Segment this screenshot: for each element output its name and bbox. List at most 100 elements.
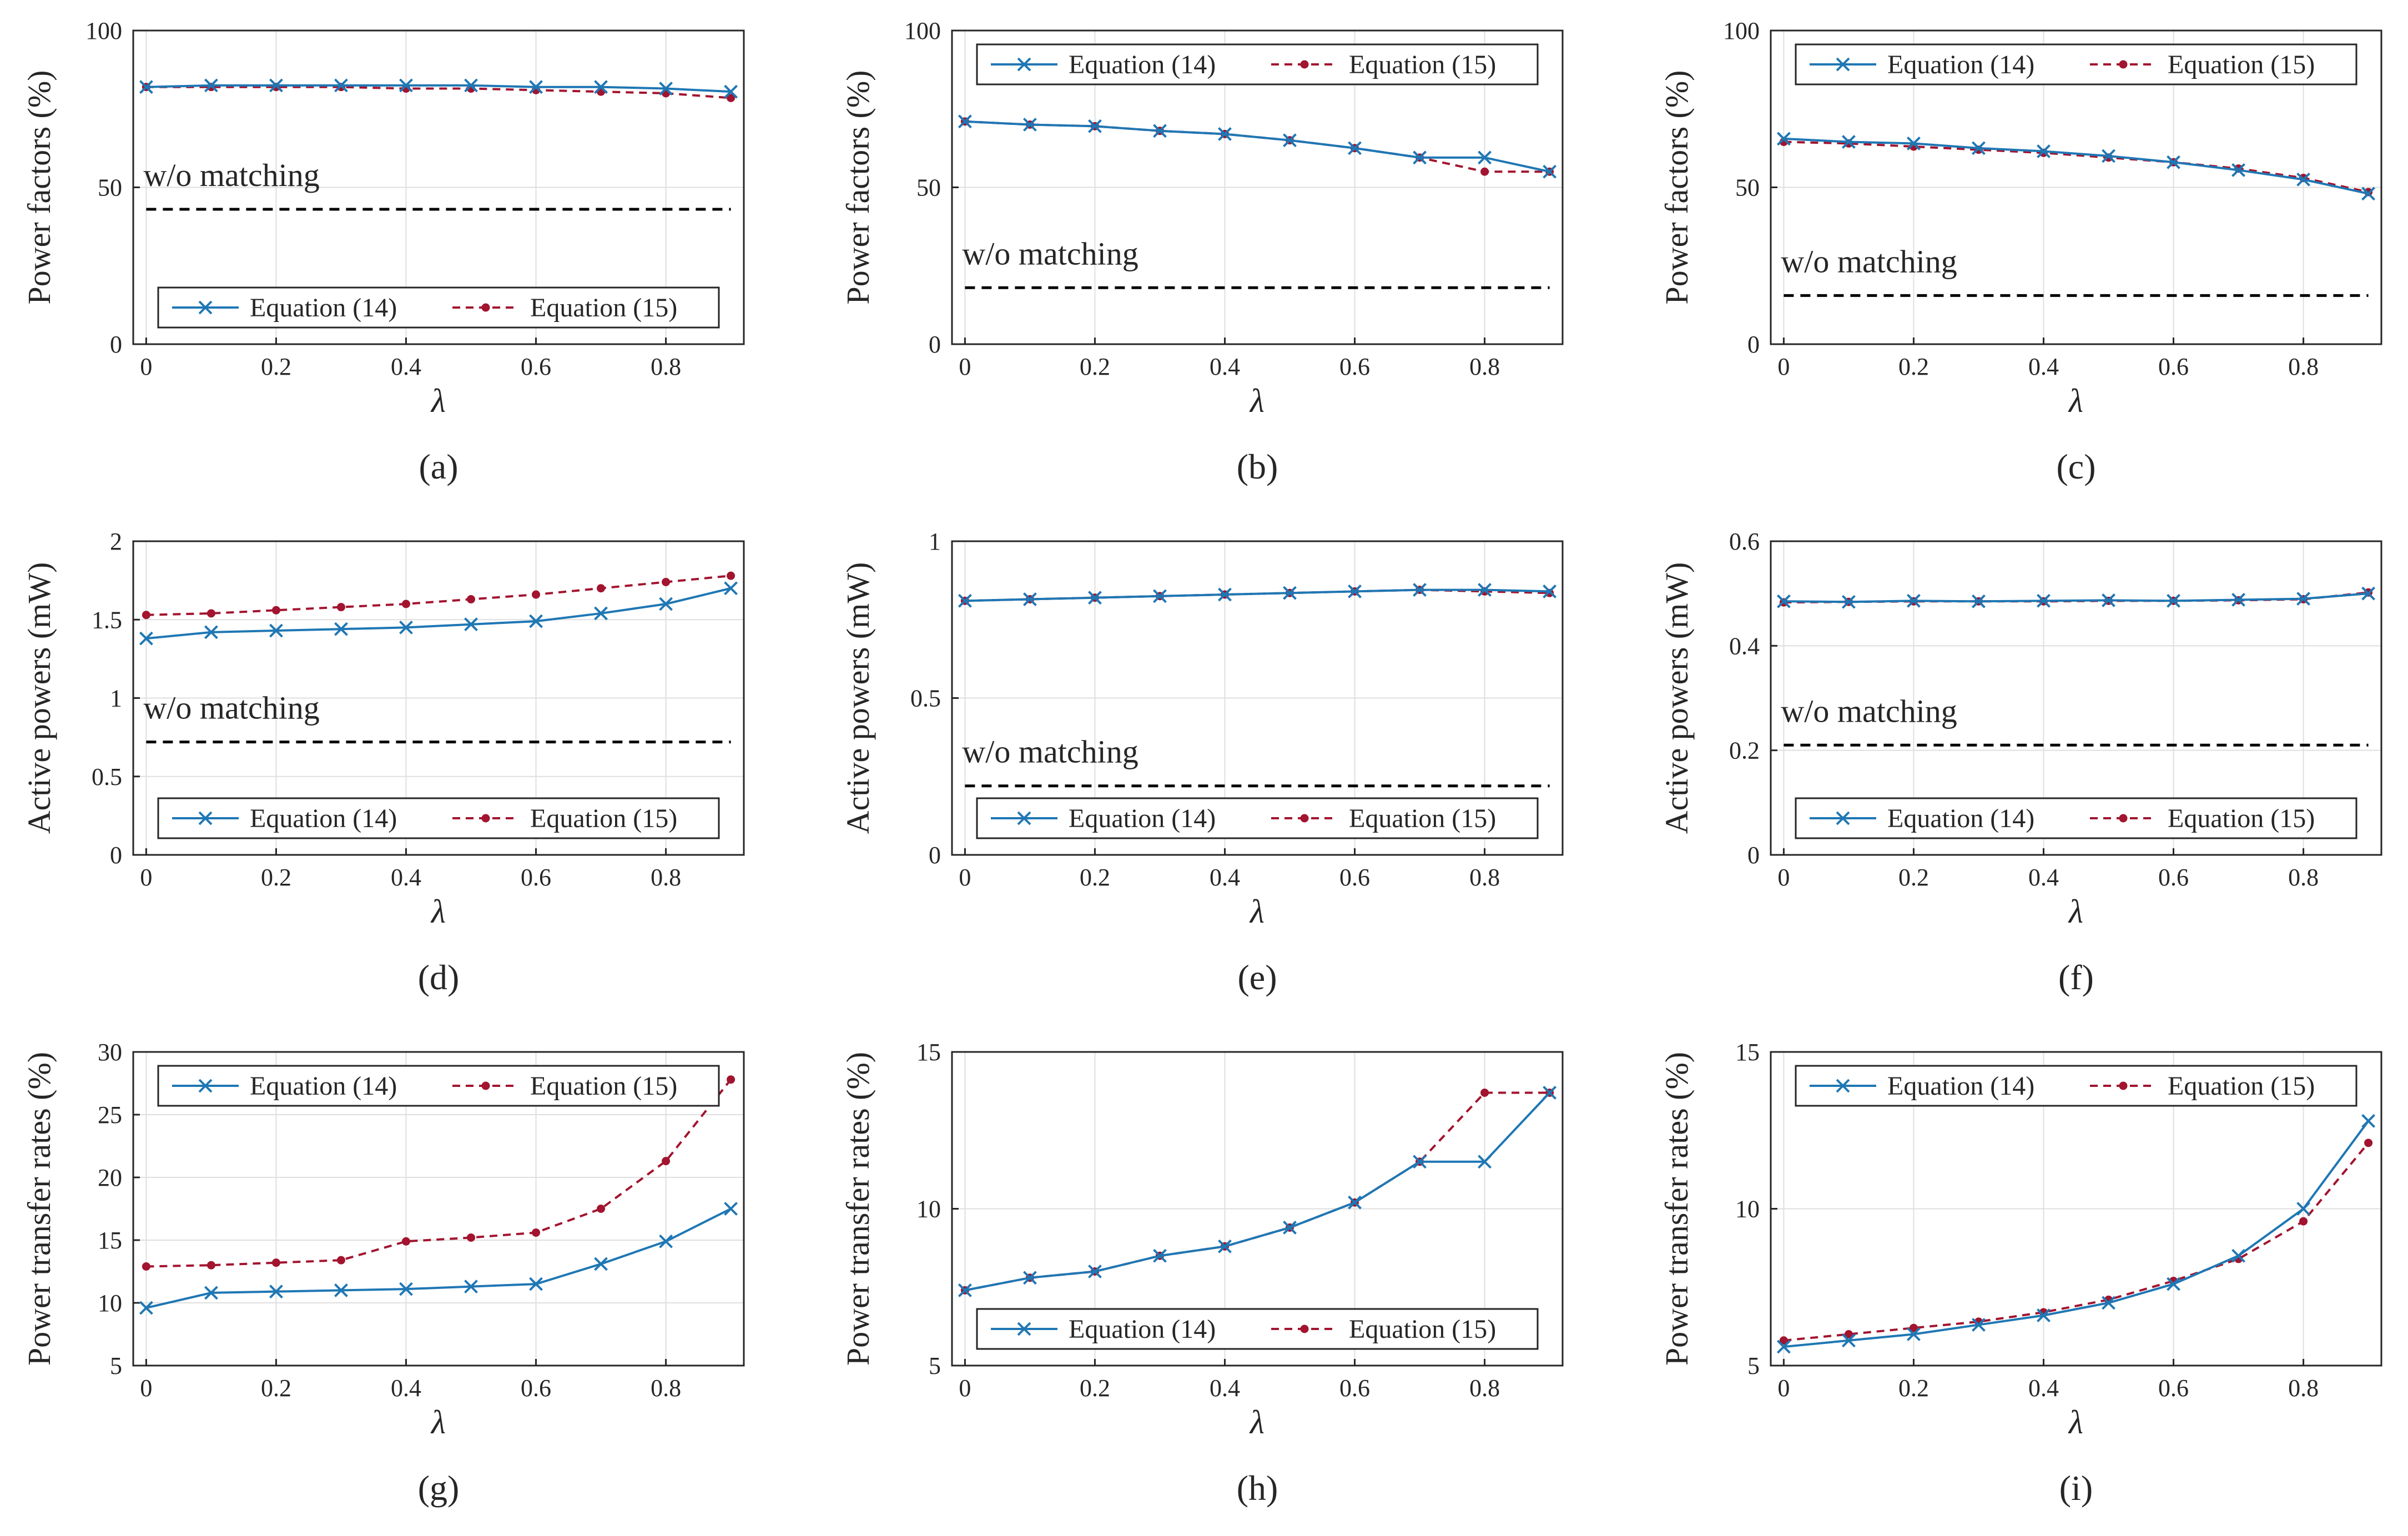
data-point-eq14 bbox=[529, 614, 543, 628]
y-axis-label: Power factors (%) bbox=[21, 70, 57, 305]
data-point-eq14 bbox=[1218, 587, 1232, 602]
baseline-label: w/o matching bbox=[1781, 243, 1957, 279]
chart-h: 0 0.2 0.4 0.6 0.8 5 10 15 λ Power transfer rates … bbox=[840, 1039, 1564, 1508]
x-tick-label: 0 bbox=[140, 353, 152, 380]
x-tick-label: 0.8 bbox=[1469, 353, 1500, 380]
data-point-eq15 bbox=[467, 595, 476, 604]
legend-box bbox=[1795, 43, 2357, 85]
y-axis-label: Active powers (mW) bbox=[840, 562, 876, 834]
chart-caption: (d) bbox=[418, 958, 460, 997]
legend: Equation (14) Equation (15) bbox=[157, 1065, 720, 1107]
legend-marker-eq14 bbox=[198, 811, 213, 825]
legend-entry: Equation (14) bbox=[1887, 1071, 2034, 1101]
legend-entry: Equation (15) bbox=[2168, 1071, 2315, 1101]
series-line-eq15 bbox=[146, 1079, 732, 1268]
data-point-eq14 bbox=[1283, 133, 1297, 148]
x-tick-label: 0 bbox=[959, 1374, 971, 1402]
plot-border bbox=[951, 1051, 1564, 1367]
chart-caption: (h) bbox=[1237, 1468, 1278, 1508]
y-tick-label: 100 bbox=[1723, 17, 1760, 44]
series-line-eq14 bbox=[146, 587, 732, 640]
data-point-eq14 bbox=[2167, 1277, 2180, 1291]
data-point-eq15 bbox=[532, 590, 541, 599]
data-point-eq14 bbox=[1907, 593, 1921, 608]
data-point-eq14 bbox=[334, 1283, 348, 1297]
series-line-eq14 bbox=[1784, 1120, 2370, 1348]
x-tick-label: 0.6 bbox=[521, 353, 551, 380]
legend-entry: Equation (15) bbox=[2168, 50, 2315, 79]
series-line-eq14 bbox=[965, 1092, 1551, 1292]
legend-marker-eq14 bbox=[1836, 57, 1850, 72]
data-point-eq14 bbox=[2361, 1114, 2376, 1128]
y-tick-label: 10 bbox=[916, 1196, 941, 1223]
y-tick-label: 50 bbox=[1735, 174, 1760, 202]
data-point-eq14 bbox=[659, 597, 673, 611]
data-point-eq14 bbox=[1972, 141, 1986, 155]
data-point-eq15 bbox=[206, 1261, 215, 1270]
data-point-eq14 bbox=[1413, 583, 1427, 597]
y-tick-label: 5 bbox=[110, 1352, 122, 1379]
y-tick-label: 5 bbox=[929, 1352, 941, 1379]
y-tick-label: 20 bbox=[98, 1164, 122, 1191]
legend-marker-eq15 bbox=[1300, 1325, 1309, 1333]
data-point-eq14 bbox=[2361, 586, 2376, 601]
plot-border bbox=[1770, 29, 2382, 345]
y-tick-label: 0 bbox=[110, 331, 122, 358]
legend-marker-eq15 bbox=[481, 1081, 490, 1090]
x-axis-label: λ bbox=[430, 382, 446, 419]
legend-marker-eq15 bbox=[1300, 814, 1309, 823]
baseline-label: w/o matching bbox=[962, 734, 1138, 770]
x-tick-label: 0.6 bbox=[521, 864, 551, 891]
plot-border bbox=[1770, 1051, 2382, 1367]
data-point-eq14 bbox=[464, 1280, 478, 1294]
series-line-eq15 bbox=[1784, 1142, 2370, 1342]
data-point-eq14 bbox=[464, 78, 478, 93]
chart-i: 0 0.2 0.4 0.6 0.8 5 10 15 λ Power transfer rates … bbox=[1659, 1039, 2382, 1508]
data-point-eq15 bbox=[1909, 1323, 1918, 1332]
legend-entry: Equation (14) bbox=[1069, 804, 1216, 833]
legend-entry: Equation (15) bbox=[530, 804, 677, 833]
x-tick-label: 0.8 bbox=[651, 353, 681, 380]
x-tick-label: 0.2 bbox=[1898, 353, 1929, 380]
y-axis-label: Power transfer rates (%) bbox=[840, 1052, 876, 1366]
y-tick-label: 0 bbox=[929, 842, 941, 869]
data-point-eq14 bbox=[464, 617, 478, 632]
x-tick-label: 0 bbox=[1777, 353, 1790, 380]
chart-e: 0 0.2 0.4 0.6 0.8 0 0.5 1 λ Active powers (mW) (e)… bbox=[840, 528, 1564, 997]
data-point-eq14 bbox=[2231, 593, 2245, 607]
x-tick-label: 0.2 bbox=[1898, 1374, 1929, 1402]
x-tick-label: 0.6 bbox=[2158, 1374, 2189, 1402]
legend: Equation (14) Equation (15) bbox=[157, 286, 720, 329]
data-point-eq15 bbox=[206, 609, 215, 618]
y-tick-label: 10 bbox=[1735, 1196, 1760, 1223]
data-point-eq14 bbox=[1413, 1155, 1427, 1169]
legend-entry: Equation (14) bbox=[1887, 50, 2034, 79]
y-tick-label: 15 bbox=[916, 1039, 941, 1066]
x-tick-label: 0.4 bbox=[391, 864, 421, 891]
data-point-eq14 bbox=[139, 1301, 153, 1315]
x-tick-label: 0.4 bbox=[2028, 353, 2059, 380]
data-point-eq14 bbox=[139, 631, 153, 646]
x-axis-label: λ bbox=[430, 893, 446, 930]
chart-caption: (f) bbox=[2058, 958, 2094, 997]
legend-entry: Equation (15) bbox=[1349, 1315, 1496, 1344]
x-tick-label: 0.4 bbox=[391, 353, 421, 380]
data-point-eq14 bbox=[399, 78, 413, 93]
x-tick-label: 0 bbox=[959, 864, 971, 891]
x-tick-label: 0 bbox=[1777, 1374, 1790, 1402]
data-point-eq14 bbox=[1283, 586, 1297, 600]
legend: Equation (14) Equation (15) bbox=[1795, 797, 2357, 839]
legend-entry: Equation (14) bbox=[1069, 1315, 1216, 1344]
data-point-eq14 bbox=[594, 1257, 608, 1271]
series-line-eq14 bbox=[965, 588, 1550, 602]
data-point-eq14 bbox=[1543, 1086, 1557, 1100]
series-line-eq14 bbox=[965, 120, 1550, 173]
data-point-eq14 bbox=[724, 1202, 738, 1216]
data-point-eq14 bbox=[724, 581, 738, 596]
legend-marker-eq14 bbox=[1017, 811, 1031, 825]
data-point-eq14 bbox=[1842, 595, 1856, 609]
data-point-eq14 bbox=[204, 78, 218, 93]
legend-entry: Equation (15) bbox=[530, 293, 677, 323]
x-tick-label: 0 bbox=[959, 353, 971, 380]
y-tick-label: 0.4 bbox=[1729, 632, 1760, 659]
